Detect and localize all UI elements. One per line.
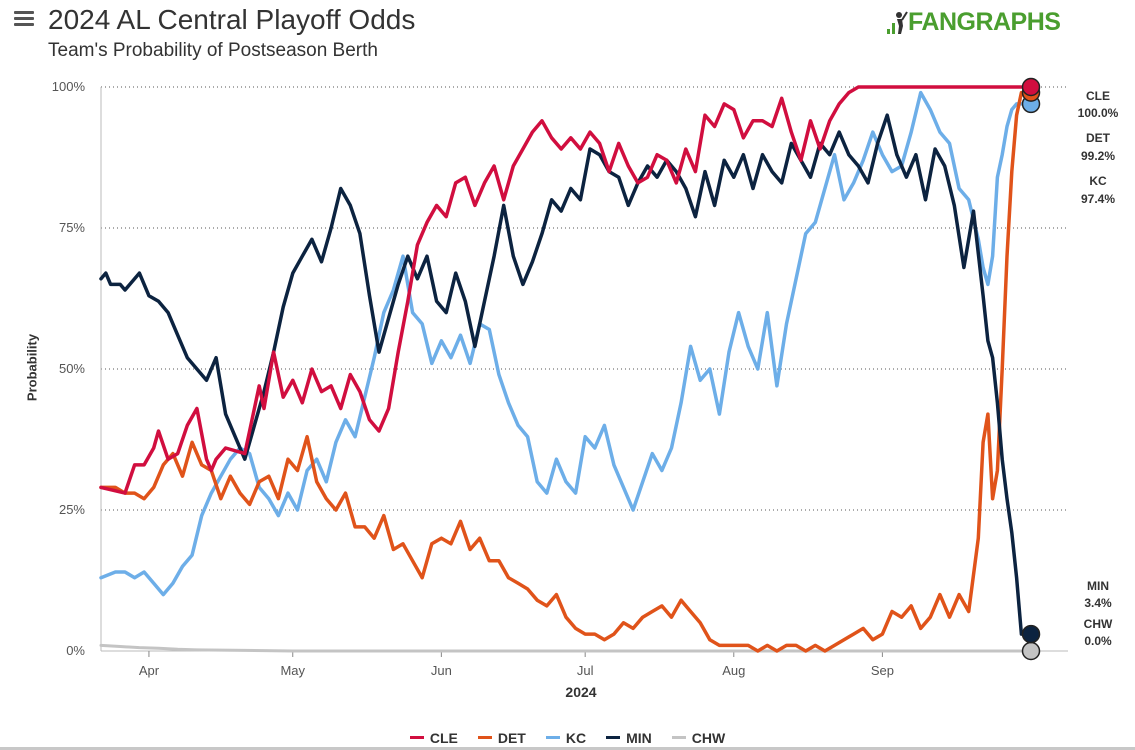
x-tick-label: Jun: [431, 663, 452, 678]
legend-label: KC: [565, 729, 587, 746]
legend-swatch: [671, 736, 686, 739]
chart-subtitle: Team's Probability of Postseason Berth: [48, 40, 378, 61]
end-label-value-det: 99.2%: [1081, 149, 1115, 163]
chart-legend: CLE DET KC MIN CHW: [0, 726, 1135, 746]
y-tick-label: 100%: [52, 79, 86, 94]
x-tick-label: Apr: [139, 663, 160, 678]
legend-label: MIN: [626, 729, 652, 746]
legend-swatch: [606, 736, 621, 739]
fangraphs-batter-logo-icon: [887, 11, 908, 34]
x-tick-label: May: [280, 663, 305, 678]
end-label-team-kc: KC: [1089, 174, 1107, 188]
end-label-team-cle: CLE: [1086, 89, 1110, 103]
legend-swatch: [409, 736, 424, 739]
horizontal-scrollbar[interactable]: [0, 747, 1135, 750]
end-label-team-min: MIN: [1087, 579, 1109, 593]
legend-item-cle[interactable]: CLE: [409, 729, 458, 746]
series-line-chw[interactable]: [99, 643, 1023, 653]
chart-title: 2024 AL Central Playoff Odds: [48, 4, 416, 35]
legend-item-chw[interactable]: CHW: [671, 729, 726, 746]
fangraphs-logo-text: FANGRAPHS: [908, 8, 1061, 36]
end-label-value-kc: 97.4%: [1081, 192, 1115, 206]
legend-item-min[interactable]: MIN: [606, 730, 652, 746]
y-tick-label: 0%: [66, 643, 85, 658]
x-axis-title: 2024: [565, 684, 596, 700]
series-line-kc[interactable]: [99, 90, 1024, 597]
y-tick-label: 50%: [59, 361, 85, 376]
x-tick-label: Jul: [577, 663, 594, 678]
end-label-value-min: 3.4%: [1084, 596, 1112, 610]
end-marker-cle[interactable]: [1021, 77, 1041, 97]
y-tick-label: 25%: [59, 502, 85, 517]
legend-label: CHW: [691, 729, 726, 746]
x-tick-label: Aug: [722, 663, 745, 678]
end-label-team-chw: CHW: [1084, 617, 1113, 631]
playoff-odds-chart: 0% 25% 50% 75% 100% Apr May Jun Jul Aug Sep 2024 CL…: [52, 77, 1119, 700]
y-tick-label: 75%: [59, 220, 85, 235]
legend-item-det[interactable]: DET: [477, 729, 526, 746]
end-label-value-cle: 100.0%: [1078, 106, 1119, 120]
end-label-team-det: DET: [1086, 131, 1111, 145]
series-line-det[interactable]: [99, 90, 1024, 653]
legend-item-kc[interactable]: KC: [545, 729, 587, 746]
legend-label: DET: [497, 729, 526, 746]
end-marker-chw[interactable]: [1021, 641, 1041, 661]
legend-swatch: [545, 736, 560, 739]
legend-swatch: [477, 736, 492, 739]
legend-label: CLE: [429, 729, 458, 746]
hamburger-menu-icon[interactable]: [14, 11, 34, 27]
end-label-value-chw: 0.0%: [1084, 634, 1112, 648]
end-marker-min[interactable]: [1021, 624, 1041, 644]
series-line-cle[interactable]: [99, 85, 1024, 495]
fangraphs-logo[interactable]: FANGRAPHS: [886, 8, 1064, 36]
x-tick-label: Sep: [871, 663, 894, 678]
series-line-min[interactable]: [99, 113, 1024, 636]
